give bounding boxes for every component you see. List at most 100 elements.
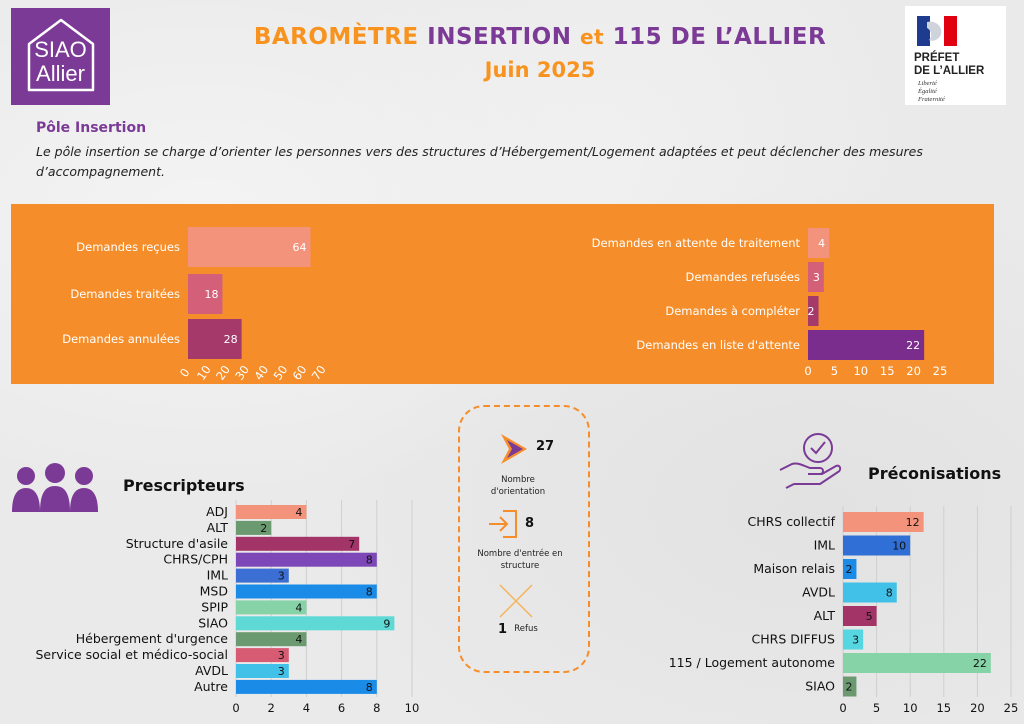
preconisations-tick-0: 0 (839, 701, 846, 715)
prescripteurs-label-structure-d-asile: Structure d'asile (126, 536, 229, 551)
preconisations-label-iml: IML (814, 538, 835, 553)
prescripteurs-value-service-social-et-medico-social: 3 (278, 649, 285, 662)
prescripteurs-value-structure-d-asile: 7 (348, 538, 355, 551)
preconisations-value-chrs-diffus: 3 (852, 634, 859, 647)
preconisations-label-chrs-diffus: CHRS DIFFUS (752, 632, 836, 647)
prescripteurs-value-chrs-cph: 8 (366, 554, 373, 567)
prefet-line1: PRÉFET (914, 52, 960, 64)
title-part3: et (579, 25, 605, 49)
demandes-label-demandes-traitees: Demandes traitées (70, 287, 180, 301)
title-part4: 115 DE L’ALLIER (612, 24, 827, 50)
demandes-label-demandes-annulees: Demandes annulées (62, 332, 180, 346)
prescripteurs-label-iml: IML (207, 568, 228, 583)
motto-egalite: Égalité (918, 88, 937, 95)
prescripteurs-label-msd: MSD (200, 584, 228, 599)
demandes-tick-0: 0 (177, 366, 193, 380)
prescripteurs-bar-alt (236, 520, 272, 535)
preconisations-label-maison-relais: Maison relais (753, 561, 835, 576)
orientation-count: 27 (536, 439, 555, 454)
prescripteurs-bar-spip (236, 600, 307, 615)
prescripteurs-value-iml: 3 (278, 570, 285, 583)
prescripteurs-tick-4: 4 (303, 701, 310, 715)
prescripteurs-bar-autre (236, 679, 377, 694)
attente-tick-25: 25 (933, 364, 948, 378)
prefet-text: PRÉFET DE L’ALLIER (914, 52, 984, 78)
prescripteurs-tick-8: 8 (373, 701, 380, 715)
prefet-line2: DE L’ALLIER (914, 65, 985, 77)
stats-box (458, 405, 590, 673)
preconisations-value-avdl: 8 (886, 587, 893, 600)
pole-description: Le pôle insertion se charge d’orienter l… (36, 144, 923, 179)
demandes-tick-10: 10 (194, 363, 214, 383)
preconisations-tick-10: 10 (903, 701, 918, 715)
demandes-tick-50: 50 (271, 363, 291, 383)
demandes-tick-70: 70 (309, 363, 329, 383)
refusal-label: Refus (514, 624, 538, 634)
house-outline-icon (27, 18, 95, 92)
attente-label-demandes-en-attente-de-traitement: Demandes en attente de traitement (592, 236, 801, 250)
prescripteurs-tick-10: 10 (405, 701, 420, 715)
demandes-value-demandes-recues: 64 (293, 241, 307, 254)
demandes-value-demandes-traitees: 18 (204, 288, 218, 301)
prescripteurs-bar-siao (236, 616, 395, 631)
demandes-bar-demandes-recues (188, 227, 311, 267)
prescripteurs-value-msd: 8 (366, 586, 373, 599)
prescripteurs-value-autre: 8 (366, 681, 373, 694)
prescripteurs-tick-2: 2 (268, 701, 275, 715)
prescripteurs-tick-0: 0 (232, 701, 239, 715)
prescripteurs-label-spip: SPIP (201, 599, 228, 614)
logo-line2: Allier (36, 61, 85, 86)
prefet-motto: Liberté Égalité Fraternité (918, 80, 945, 104)
preconisations-value-iml: 10 (892, 540, 906, 553)
preconisations-bar-115-logement-autonome (843, 653, 991, 673)
prescripteurs-bar-adj (236, 505, 307, 519)
demandes-tick-40: 40 (251, 363, 271, 383)
orientation-label: Nombre d'orientation (490, 475, 546, 497)
preconisations-value-maison-relais: 2 (845, 563, 852, 576)
prescripteurs-value-spip: 4 (295, 601, 302, 614)
attente-value-demandes-en-attente-de-traitement: 4 (818, 237, 825, 250)
attente-value-demandes-a-completer: 2 (808, 305, 815, 318)
prescripteurs-value-hebergement-d-urgence: 4 (295, 633, 302, 646)
prescripteurs-bar-structure-d-asile (236, 536, 360, 551)
prescripteurs-bar-iml (236, 568, 289, 583)
siao-logo-text: SIAO Allier (11, 38, 110, 86)
preconisations-bar-iml (843, 535, 911, 556)
preconisations-label-alt: ALT (814, 608, 836, 623)
preconisations-value-alt: 5 (866, 610, 873, 623)
attente-bar-demandes-en-attente-de-traitement (808, 228, 830, 258)
attente-bar-demandes-en-liste-d-attente (808, 330, 925, 360)
motto-fraternite: Fraternité (918, 96, 945, 103)
preconisations-value-siao: 2 (845, 681, 852, 694)
prescripteurs-value-siao: 9 (383, 617, 390, 630)
attente-label-demandes-a-completer: Demandes à compléter (665, 304, 800, 318)
refusal-count: 1 (498, 622, 508, 637)
demandes-bar-demandes-annulees (188, 319, 242, 359)
demandes-label-demandes-recues: Demandes reçues (76, 240, 180, 254)
prescripteurs-bar-avdl (236, 664, 289, 678)
attente-bar-demandes-refusees (808, 262, 824, 292)
preconisations-label-siao: SIAO (805, 679, 835, 694)
prescripteurs-label-avdl: AVDL (195, 663, 228, 678)
demandes-tick-30: 30 (232, 363, 252, 383)
refusal-cross-icon (499, 584, 533, 618)
orientation-arrow-icon (501, 434, 527, 464)
prescripteurs-title: Prescripteurs (123, 476, 245, 495)
hand-check-icon (779, 433, 842, 489)
preconisations-bar-chrs-diffus (843, 629, 864, 650)
preconisations-title: Préconisations (868, 464, 1002, 483)
attente-bar-demandes-a-completer (808, 296, 819, 326)
prescripteurs-label-chrs-cph: CHRS/CPH (163, 552, 228, 567)
title-part1: BAROMÈTRE (253, 24, 419, 50)
demandes-bar-demandes-traitees (188, 274, 223, 314)
prescripteurs-value-avdl: 3 (278, 665, 285, 678)
marianne-flag-icon (917, 16, 957, 46)
preconisations-bar-maison-relais (843, 559, 857, 579)
prescripteurs-bar-chrs-cph (236, 552, 377, 567)
preconisations-tick-20: 20 (970, 701, 985, 715)
attente-value-demandes-en-liste-d-attente: 22 (906, 339, 920, 352)
preconisations-label-115-logement-autonome: 115 / Logement autonome (669, 655, 836, 670)
preconisations-tick-5: 5 (873, 701, 880, 715)
preconisations-tick-25: 25 (1004, 701, 1019, 715)
attente-tick-5: 5 (831, 364, 838, 378)
